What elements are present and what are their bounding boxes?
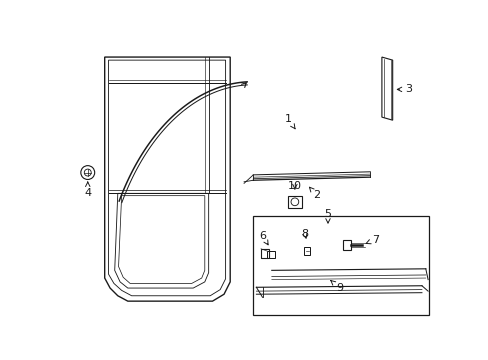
Text: 10: 10	[287, 181, 301, 191]
Bar	[304, 247, 310, 255]
Text: 9: 9	[330, 280, 343, 293]
Text: 8: 8	[301, 229, 308, 239]
Text: 2: 2	[309, 187, 319, 200]
Text: 3: 3	[396, 84, 411, 94]
Text: 7: 7	[366, 235, 378, 244]
Bar	[287, 195, 301, 208]
Text: 5: 5	[324, 209, 331, 223]
Text: 1: 1	[284, 114, 295, 129]
Text: 6: 6	[259, 231, 267, 245]
Bar	[343, 240, 350, 249]
Bar	[261, 249, 268, 258]
Text: 4: 4	[84, 182, 91, 198]
Bar	[266, 251, 274, 258]
Bar	[253, 216, 428, 315]
